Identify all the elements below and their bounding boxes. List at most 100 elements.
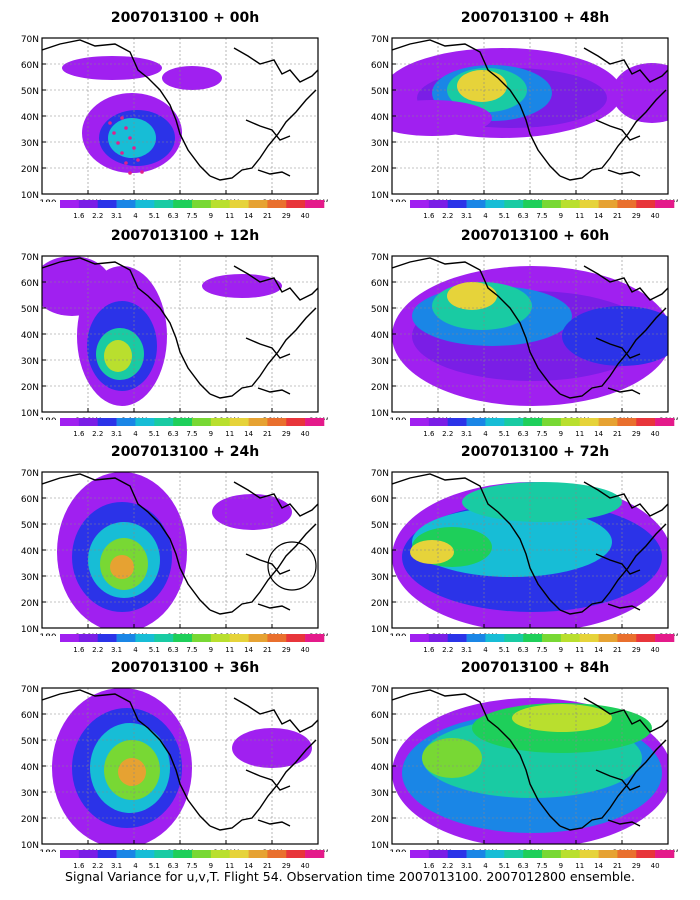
latitude-label: 20N xyxy=(371,383,389,393)
colorbar-level: 29 xyxy=(282,212,291,220)
panel-title: 2007013100 + 84h xyxy=(460,660,610,676)
latitude-label: 10N xyxy=(21,409,39,419)
colorbar-swatch xyxy=(60,200,80,208)
flight-track-point xyxy=(108,121,112,125)
coastline xyxy=(392,39,561,177)
colorbar-swatch xyxy=(267,418,287,426)
colorbar-level: 6.3 xyxy=(518,646,529,654)
colorbar-swatch xyxy=(466,850,486,858)
flight-track-point xyxy=(120,116,124,120)
variance-contour xyxy=(422,738,482,778)
colorbar-level: 9 xyxy=(559,646,563,654)
map-plot: 70N60N50N40N30N20N10N180160W140W120W100W… xyxy=(371,469,678,636)
colorbar-swatch xyxy=(78,200,99,208)
colorbar-swatch xyxy=(636,634,656,642)
colorbar-level: 6.3 xyxy=(168,430,179,438)
latitude-label: 50N xyxy=(21,521,39,531)
map-panel: 2007013100 + 00h 70N 60N 50N 40N 30N 20N 10N180… xyxy=(20,8,350,224)
colorbar-swatch xyxy=(579,418,599,426)
map-panel: 2007013100 + 48h 70N 60N 50N 40N 30N 20N 10N180… xyxy=(370,8,700,224)
colorbar-level: 14 xyxy=(594,212,603,220)
colorbar-swatch xyxy=(466,418,486,426)
latitude-label: 60N xyxy=(371,711,389,721)
colorbar-swatch xyxy=(154,850,174,858)
colorbar-swatch xyxy=(60,634,80,642)
variance-contour xyxy=(42,256,112,316)
colorbar-level: 5.1 xyxy=(499,430,510,438)
coastline xyxy=(42,39,211,177)
colorbar-swatch xyxy=(248,418,268,426)
colorbar-level: 5.1 xyxy=(499,212,510,220)
colorbar-level: 14 xyxy=(594,430,603,438)
latitude-label: 70N xyxy=(371,685,389,695)
colorbar-level: 4 xyxy=(133,646,138,654)
colorbar-swatch xyxy=(598,850,618,858)
colorbar-level: 11 xyxy=(225,862,234,870)
colorbar-swatch xyxy=(504,200,524,208)
colorbar-level: 2.2 xyxy=(92,646,103,654)
coastline xyxy=(607,387,641,395)
latitude-label: 50N xyxy=(21,87,39,97)
latitude-label: 70N xyxy=(371,35,389,45)
longitude-label: 180 xyxy=(389,417,406,420)
variance-contours xyxy=(42,256,282,406)
colorbar-level: 1.6 xyxy=(423,646,435,654)
colorbar-level: 3.1 xyxy=(461,212,472,220)
coastline xyxy=(209,523,317,615)
colorbar-level: 14 xyxy=(244,862,253,870)
variance-contour xyxy=(162,66,222,90)
coastline xyxy=(42,473,211,611)
latitude-label: 20N xyxy=(21,383,39,393)
colorbar-swatch xyxy=(192,634,212,642)
latitude-label: 40N xyxy=(371,763,389,773)
colorbar-swatch xyxy=(154,418,174,426)
colorbar-swatch xyxy=(428,200,449,208)
colorbar-swatch xyxy=(229,200,249,208)
latitude-label: 20N xyxy=(21,165,39,175)
latitude-label: 30N xyxy=(371,789,389,799)
coastlines xyxy=(42,473,318,615)
map-plot: 70N60N50N40N30N20N10N180160W140W120W100W… xyxy=(21,35,328,202)
colorbar-swatch xyxy=(116,634,136,642)
colorbar-swatch xyxy=(248,634,268,642)
colorbar-swatch xyxy=(210,850,231,858)
colorbar-swatch xyxy=(229,418,249,426)
coastline xyxy=(233,481,318,517)
longitude-label: 180 xyxy=(389,849,406,852)
flight-track-point xyxy=(124,126,128,130)
colorbar-swatch xyxy=(173,850,193,858)
colorbar-swatch xyxy=(617,634,637,642)
flight-track-point xyxy=(128,136,132,140)
variance-contours xyxy=(392,48,668,138)
colorbar-level: 21 xyxy=(613,862,622,870)
latitude-label: 40N xyxy=(21,763,39,773)
colorbar-level: 9 xyxy=(209,430,213,438)
latitude-label: 40N xyxy=(371,547,389,557)
colorbar-swatch xyxy=(286,200,306,208)
colorbar-level: 7.5 xyxy=(536,646,547,654)
colorbar-swatch xyxy=(504,418,524,426)
colorbar-level: 29 xyxy=(282,430,291,438)
colorbar-level: 4 xyxy=(483,430,488,438)
colorbar-level: 7.5 xyxy=(186,862,197,870)
flight-track-point xyxy=(120,151,124,155)
coastline xyxy=(245,337,291,359)
colorbar-swatch xyxy=(173,418,193,426)
colorbar-level: 9 xyxy=(559,862,563,870)
coastline xyxy=(595,769,641,791)
panel-title: 2007013100 + 36h xyxy=(110,660,260,676)
colorbar-swatch xyxy=(598,418,618,426)
latitude-label: 30N xyxy=(21,139,39,149)
colorbar-swatch xyxy=(447,634,467,642)
colorbar-swatch xyxy=(173,200,193,208)
colorbar-level: 5.1 xyxy=(149,212,160,220)
latitude-label: 30N xyxy=(371,139,389,149)
colorbar-swatch xyxy=(560,200,581,208)
map-panel: 2007013100 + 36h 70N 60N 50N 40N 30N 20N 10N180… xyxy=(20,658,350,874)
colorbar-level: 4 xyxy=(133,430,138,438)
latitude-label: 20N xyxy=(21,599,39,609)
colorbar-swatch xyxy=(267,634,287,642)
map-panel: 2007013100 + 72h 70N 60N 50N 40N 30N 20N 10N180… xyxy=(370,442,700,658)
coastline xyxy=(245,119,291,141)
colorbar-level: 40 xyxy=(651,646,660,654)
